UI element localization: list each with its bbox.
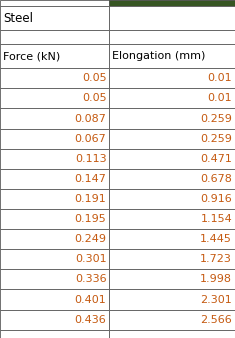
Text: 0.147: 0.147	[74, 174, 106, 184]
Text: 1.998: 1.998	[200, 274, 232, 285]
Bar	[109, 269, 235, 289]
Text: 0.249: 0.249	[74, 234, 106, 244]
Bar	[0, 44, 109, 68]
Bar	[0, 108, 109, 128]
Bar	[109, 44, 235, 68]
Text: 0.336: 0.336	[75, 274, 106, 285]
Text: 0.678: 0.678	[200, 174, 232, 184]
Bar	[109, 189, 235, 209]
Bar	[109, 169, 235, 189]
Text: 0.301: 0.301	[75, 254, 106, 264]
Bar	[0, 68, 109, 88]
Text: 2.301: 2.301	[200, 294, 232, 305]
Bar	[109, 30, 235, 44]
Text: 0.05: 0.05	[82, 93, 106, 103]
Text: 0.01: 0.01	[208, 73, 232, 83]
Text: Steel: Steel	[3, 12, 33, 25]
Text: 0.195: 0.195	[75, 214, 106, 224]
Text: 1.154: 1.154	[200, 214, 232, 224]
Bar	[0, 229, 109, 249]
Text: 0.916: 0.916	[200, 194, 232, 204]
Bar	[109, 209, 235, 229]
Bar	[0, 249, 109, 269]
Bar	[0, 0, 109, 6]
Bar	[109, 249, 235, 269]
Text: 0.401: 0.401	[75, 294, 106, 305]
Bar	[109, 330, 235, 338]
Text: 0.436: 0.436	[75, 315, 106, 325]
Text: 0.01: 0.01	[208, 93, 232, 103]
Bar	[0, 269, 109, 289]
Bar	[0, 6, 109, 30]
Bar	[0, 330, 109, 338]
Text: 0.259: 0.259	[200, 114, 232, 124]
Bar	[0, 169, 109, 189]
Bar	[109, 128, 235, 149]
Text: 0.191: 0.191	[75, 194, 106, 204]
Bar	[0, 189, 109, 209]
Text: Force (kN): Force (kN)	[3, 51, 60, 61]
Bar	[0, 30, 109, 44]
Text: 1.723: 1.723	[200, 254, 232, 264]
Text: 0.05: 0.05	[82, 73, 106, 83]
Bar	[0, 149, 109, 169]
Bar	[109, 6, 235, 30]
Bar	[109, 229, 235, 249]
Bar	[0, 89, 109, 108]
Bar	[0, 310, 109, 330]
Bar	[109, 310, 235, 330]
Text: 0.087: 0.087	[74, 114, 106, 124]
Bar	[109, 149, 235, 169]
Text: 0.471: 0.471	[200, 154, 232, 164]
Text: 0.067: 0.067	[75, 134, 106, 144]
Bar	[109, 289, 235, 310]
Bar	[109, 108, 235, 128]
Bar	[109, 89, 235, 108]
Bar	[0, 289, 109, 310]
Bar	[0, 209, 109, 229]
Bar	[109, 0, 235, 6]
Bar	[0, 128, 109, 149]
Text: 0.259: 0.259	[200, 134, 232, 144]
Text: 0.113: 0.113	[75, 154, 106, 164]
Bar	[109, 0, 235, 6]
Bar	[109, 68, 235, 88]
Text: Elongation (mm): Elongation (mm)	[112, 51, 205, 61]
Text: 2.566: 2.566	[200, 315, 232, 325]
Text: 1.445: 1.445	[200, 234, 232, 244]
